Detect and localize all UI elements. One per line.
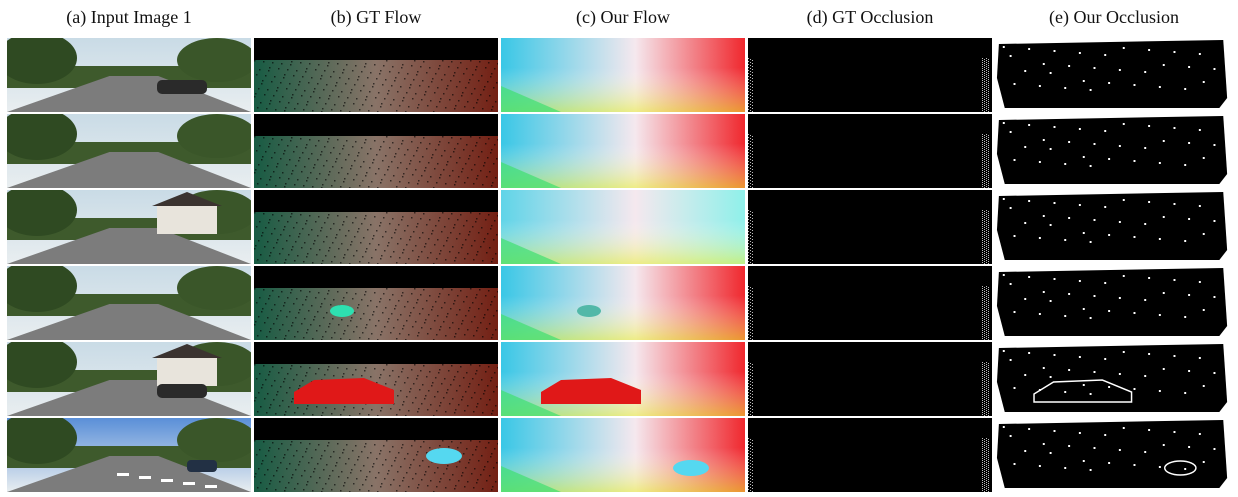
gtflow-visual [254,266,498,340]
gtocc-visual [748,266,992,340]
cell-ourocc-row-4 [995,266,1233,340]
cell-input-row-5 [7,342,251,416]
gtocc-visual [748,342,992,416]
ourocc-visual [995,342,1233,416]
cell-gtflow-row-4 [254,266,498,340]
gtflow-visual [254,418,498,492]
ourocc-visual [995,114,1233,188]
header-our-occlusion: (e) Our Occlusion [1049,7,1179,27]
input-visual [7,38,251,112]
input-visual [7,266,251,340]
header-our-flow: (c) Our Flow [576,7,670,27]
header-input-image: (a) Input Image 1 [66,7,192,27]
cell-gtocc-row-3 [748,190,992,264]
gtocc-visual [748,114,992,188]
cell-ourflow-row-6 [501,418,745,492]
cell-input-row-6 [7,418,251,492]
cell-ourocc-row-2 [995,114,1233,188]
header-gt-occlusion: (d) GT Occlusion [806,7,934,27]
gtflow-visual [254,190,498,264]
gtflow-visual [254,114,498,188]
cell-gtflow-row-1 [254,38,498,112]
gtflow-visual [254,38,498,112]
cell-ourocc-row-3 [995,190,1233,264]
input-visual [7,342,251,416]
cell-ourocc-row-5 [995,342,1233,416]
gtocc-visual [748,190,992,264]
input-visual [7,190,251,264]
header-gt-flow: (b) GT Flow [330,7,422,27]
cell-input-row-2 [7,114,251,188]
ourocc-visual [995,38,1233,112]
ourflow-visual [501,342,745,416]
gtocc-visual [748,38,992,112]
cell-ourflow-row-5 [501,342,745,416]
cell-gtflow-row-5 [254,342,498,416]
cell-ourflow-row-2 [501,114,745,188]
cell-input-row-4 [7,266,251,340]
cell-ourocc-row-1 [995,38,1233,112]
ourocc-visual [995,418,1233,492]
cell-gtocc-row-2 [748,114,992,188]
cell-gtflow-row-3 [254,190,498,264]
cell-ourflow-row-3 [501,190,745,264]
ourflow-visual [501,114,745,188]
cell-ourocc-row-6 [995,418,1233,492]
cell-input-row-1 [7,38,251,112]
cell-gtocc-row-5 [748,342,992,416]
ourflow-visual [501,418,745,492]
cell-gtocc-row-4 [748,266,992,340]
cell-ourflow-row-1 [501,38,745,112]
ourocc-visual [995,266,1233,340]
cell-gtflow-row-2 [254,114,498,188]
cell-gtocc-row-1 [748,38,992,112]
ourocc-visual [995,190,1233,264]
cell-input-row-3 [7,190,251,264]
ourflow-visual [501,266,745,340]
input-visual [7,418,251,492]
ourflow-visual [501,38,745,112]
ourflow-visual [501,190,745,264]
cell-ourflow-row-4 [501,266,745,340]
cell-gtflow-row-6 [254,418,498,492]
gtflow-visual [254,342,498,416]
cell-gtocc-row-6 [748,418,992,492]
gtocc-visual [748,418,992,492]
input-visual [7,114,251,188]
